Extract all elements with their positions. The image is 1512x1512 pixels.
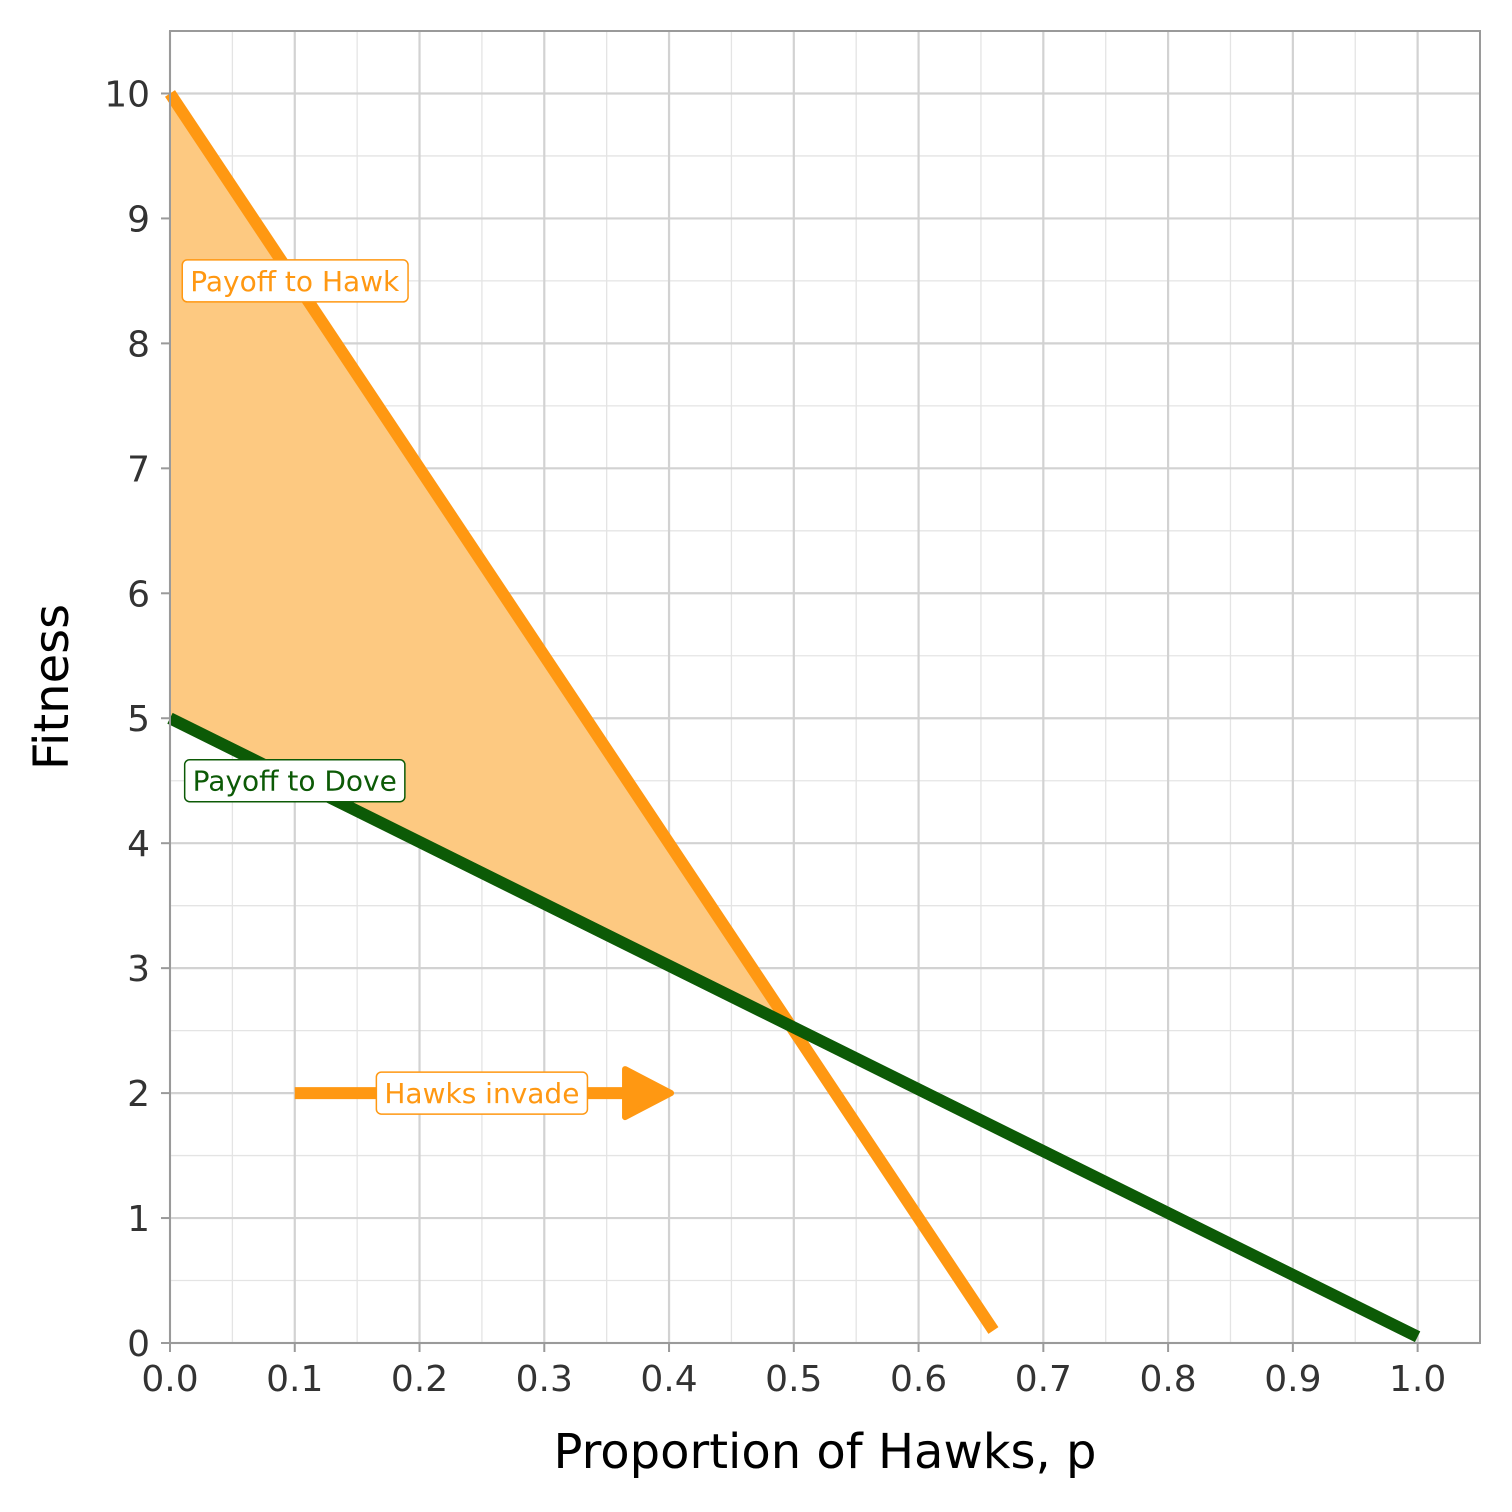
y-tick-label: 10 (104, 74, 150, 115)
arrow-head (622, 1066, 675, 1121)
x-tick-label: 0.4 (640, 1359, 697, 1400)
y-tick-label: 2 (127, 1074, 150, 1115)
y-tick-label: 8 (127, 324, 150, 365)
x-tick-label: 0.3 (516, 1359, 573, 1400)
plot-panel-border (169, 30, 1481, 1344)
x-axis-title: Proportion of Hawks, p (554, 1424, 1097, 1480)
y-tick-label: 7 (127, 449, 150, 490)
y-tick-label: 4 (127, 824, 150, 865)
x-tick-label: 1.0 (1389, 1359, 1446, 1400)
y-tick-label: 3 (127, 949, 150, 990)
annotation-text: Payoff to Dove (193, 765, 397, 798)
annotation-box (183, 758, 406, 803)
annotation-label: Hawks invade (375, 1071, 589, 1115)
x-tick-label: 0.2 (391, 1359, 448, 1400)
x-tick-label: 0.9 (1264, 1359, 1321, 1400)
x-tick-label: 0.6 (890, 1359, 947, 1400)
annotation-layer: Payoff to Hawk Payoff to Dove Hawks invade (181, 259, 589, 1115)
annotation-box (181, 259, 409, 303)
major-grid (168, 31, 1480, 1345)
y-axis-title: Fitness (24, 604, 80, 770)
x-tick-label: 0.7 (1015, 1359, 1072, 1400)
annotation-box (375, 1071, 589, 1115)
annotation-text: Hawks invade (384, 1077, 579, 1110)
axis-ticks: 0.0 0.1 0.2 0.3 0.4 0.5 0.6 0.7 0.8 0.9 1.0 0 1 2 3 4 5 6… (104, 74, 1446, 1400)
x-tick-label: 0.1 (266, 1359, 323, 1400)
y-tick-label: 1 (127, 1199, 150, 1240)
series-line-dove (167, 712, 1421, 1343)
minor-grid (170, 31, 1480, 1343)
y-tick-label: 5 (127, 699, 150, 740)
x-tick-label: 0.0 (141, 1359, 198, 1400)
y-tick-label: 9 (127, 199, 150, 240)
y-tick-label: 6 (127, 574, 150, 615)
x-tick-label: 0.8 (1139, 1359, 1196, 1400)
annotation-label: Payoff to Dove (183, 758, 406, 803)
x-tick-label: 0.5 (765, 1359, 822, 1400)
annotation-text: Payoff to Hawk (190, 265, 400, 298)
annotation-label: Payoff to Hawk (181, 259, 409, 303)
y-tick-label: 0 (127, 1324, 150, 1365)
